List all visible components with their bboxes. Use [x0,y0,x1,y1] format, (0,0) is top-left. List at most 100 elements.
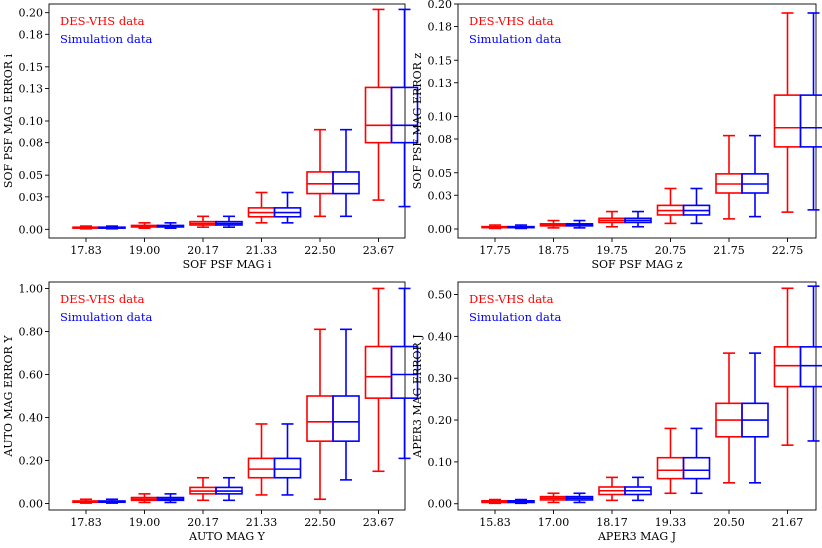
x-tick-label: 20.17 [187,244,219,257]
box-body [799,346,822,388]
box-des-5 [306,328,334,501]
box-body [332,395,360,442]
box-des-6 [773,12,802,213]
y-tick-label: 0.05 [19,169,44,182]
y-axis-label: SOF PSF MAG ERROR z [411,53,424,190]
box-des-6 [364,8,393,201]
box-sim-3 [624,210,652,228]
box-des-2 [539,492,568,504]
box-des-4 [656,187,685,225]
x-tick-label: 21.33 [246,516,278,529]
box-sim-6 [390,8,419,208]
box-des-1 [72,498,100,504]
y-axis-label: AUTO MAG ERROR Y [2,335,15,458]
x-tick-label: 18.75 [538,244,570,257]
x-tick-label: 22.75 [772,244,804,257]
box-body [390,86,419,144]
x-tick-label: 20.50 [713,516,745,529]
box-body [656,456,685,480]
box-sim-5 [741,352,769,484]
box-sim-4 [682,187,711,225]
y-axis-label: APER3 MAG ERROR J [411,334,424,458]
box-des-1 [481,224,509,230]
box-des-3 [189,476,217,502]
x-tick-label: 20.17 [187,516,219,529]
box-sim-1 [507,498,535,505]
y-tick-label: 0.18 [428,21,453,34]
y-tick-label: 0.18 [19,28,44,41]
x-axis-label: SOF PSF MAG i [183,258,272,271]
box-body [306,171,334,195]
y-tick-label: 0.20 [19,7,44,20]
box-des-4 [247,191,276,224]
x-tick-label: 15.83 [479,516,511,529]
x-axis-label: AUTO MAG Y [188,530,266,543]
legend-simulation: Simulation data [469,32,562,46]
x-tick-label: 17.75 [479,244,511,257]
legend-simulation: Simulation data [60,310,153,324]
box-sim-1 [98,225,126,230]
box-sim-5 [741,134,769,218]
box-des-2 [130,493,159,504]
legend-des-vhs: DES-VHS data [469,14,554,28]
chart-panel-1: 0.00 0.03 0.05 0.08 0.10 0.13 0.15 0.18 0.20 17.8… [2,3,419,271]
y-tick-label: 0.10 [428,456,453,469]
legend-simulation: Simulation data [469,310,562,324]
x-axis-label: SOF PSF MAG z [591,258,682,271]
x-tick-label: 23.67 [363,516,395,529]
y-tick-label: 0.40 [19,412,44,425]
y-tick-label: 0.10 [19,115,44,128]
box-body [364,86,393,144]
box-sim-5 [332,328,360,481]
box-sim-4 [273,423,302,496]
y-tick-label: 0.00 [19,498,44,511]
x-tick-label: 20.75 [655,244,687,257]
y-tick-label: 0.08 [19,137,44,150]
y-tick-label: 0.00 [428,498,453,511]
y-tick-label: 0.05 [428,167,453,180]
box-des-6 [773,287,802,446]
box-sim-1 [98,498,126,504]
x-tick-label: 19.33 [655,516,687,529]
x-tick-label: 22.50 [304,516,336,529]
legend-des-vhs: DES-VHS data [60,14,145,28]
box-sim-4 [682,427,711,495]
box-sim-3 [624,476,652,502]
box-sim-3 [215,215,243,228]
box-des-3 [189,215,217,228]
box-des-5 [715,134,743,220]
box-des-6 [364,287,393,473]
y-tick-label: 0.03 [428,189,453,202]
y-tick-label: 0.80 [19,325,44,338]
box-des-4 [247,423,276,496]
y-tick-label: 0.00 [19,223,44,236]
legend-des-vhs: DES-VHS data [60,292,145,306]
box-des-2 [539,219,568,229]
x-tick-label: 21.33 [246,244,278,257]
x-tick-label: 18.17 [596,516,628,529]
y-tick-label: 0.20 [19,455,44,468]
box-body [332,171,360,195]
x-tick-label: 19.00 [129,244,161,257]
box-body [273,457,302,479]
y-tick-label: 0.50 [428,289,453,302]
box-sim-2 [565,219,594,229]
box-sim-6 [799,285,822,442]
y-tick-label: 0.00 [428,223,453,236]
box-body [773,94,802,148]
axes-frame [457,3,817,239]
box-des-4 [656,427,685,495]
box-des-3 [598,476,626,502]
y-axis-label: SOF PSF MAG ERROR i [2,53,15,188]
y-tick-label: 0.15 [428,54,453,67]
x-tick-label: 17.83 [70,244,102,257]
box-des-1 [72,225,100,230]
box-des-5 [715,352,743,484]
box-sim-5 [332,128,360,218]
box-sim-2 [565,492,594,504]
chart-panel-4: 0.00 0.10 0.20 0.30 0.40 0.50 15.83 17.00 18.17 1… [411,281,822,543]
legend-simulation: Simulation data [60,32,153,46]
chart-panel-3: 0.00 0.20 0.40 0.60 0.80 1.00 17.83 19.00 20.17 2… [2,281,419,543]
box-des-1 [481,498,509,505]
